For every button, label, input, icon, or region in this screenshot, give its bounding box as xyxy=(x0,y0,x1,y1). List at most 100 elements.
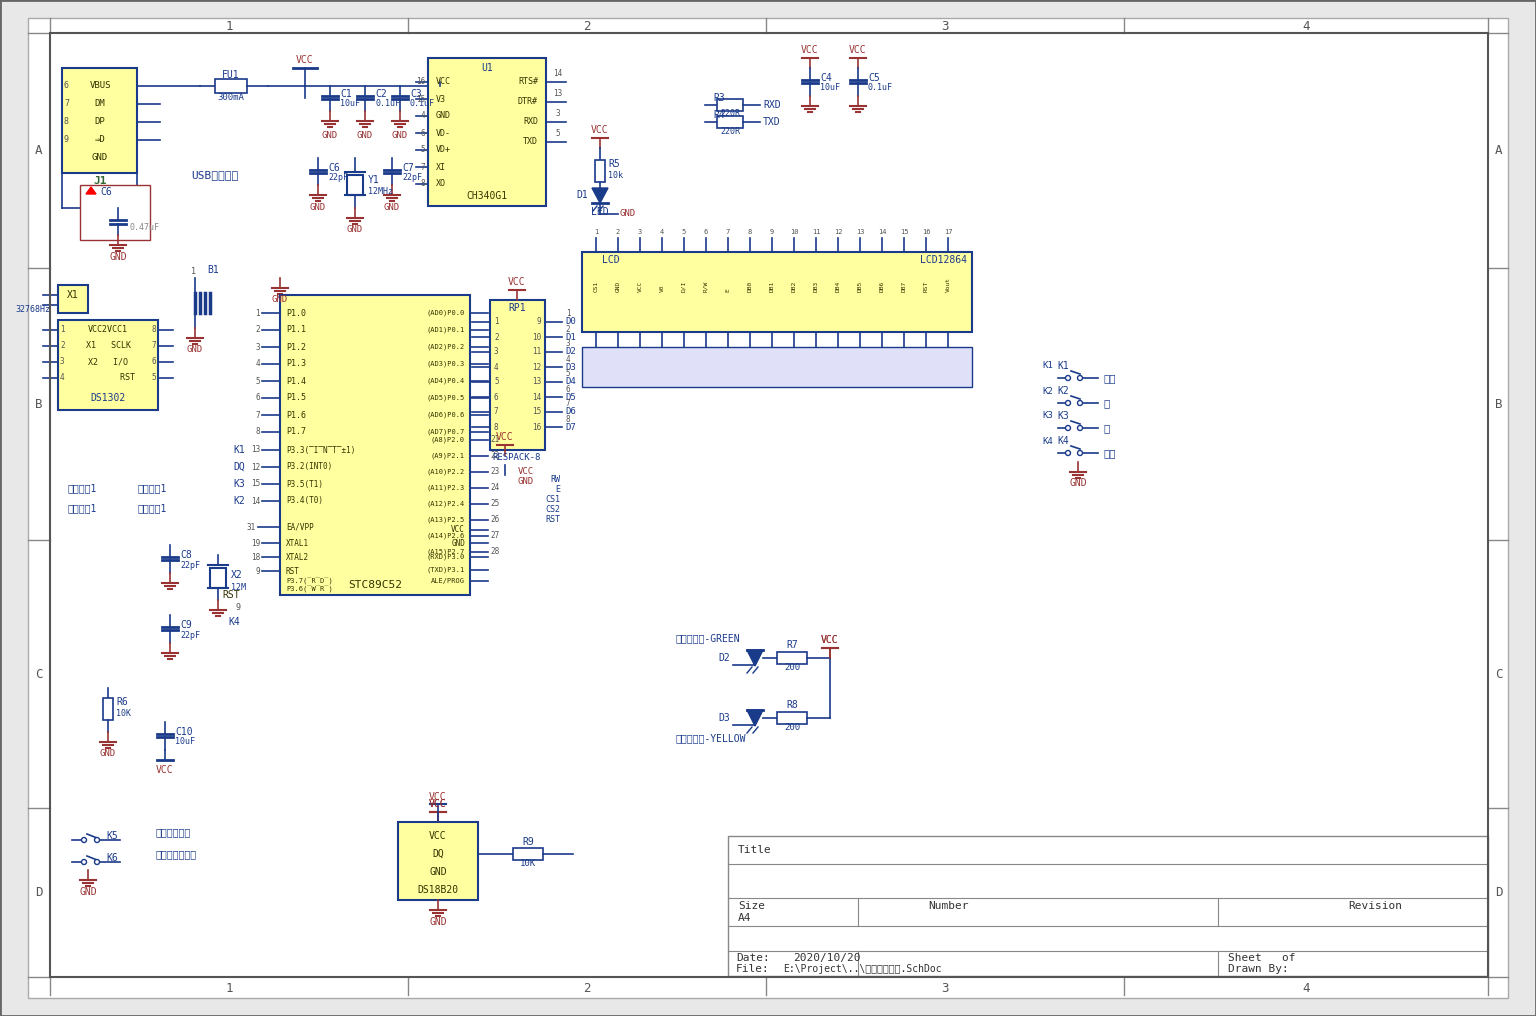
Text: CS2: CS2 xyxy=(545,506,561,514)
Text: 12MHz: 12MHz xyxy=(369,188,393,196)
Text: 22pF: 22pF xyxy=(180,561,200,570)
Text: P1.4: P1.4 xyxy=(286,377,306,385)
Text: D: D xyxy=(1495,886,1502,898)
Text: RST: RST xyxy=(923,280,928,292)
Text: LCD: LCD xyxy=(602,255,619,265)
Text: XO: XO xyxy=(436,180,445,189)
Text: 13: 13 xyxy=(531,378,541,386)
Text: Revision: Revision xyxy=(1349,901,1402,911)
Text: VCC: VCC xyxy=(637,280,642,292)
Bar xyxy=(777,652,806,664)
Circle shape xyxy=(1077,400,1083,405)
Text: P1.7: P1.7 xyxy=(286,428,306,437)
Text: ALE/PROG: ALE/PROG xyxy=(432,578,465,584)
Text: R5: R5 xyxy=(608,158,619,169)
Text: E: E xyxy=(554,486,561,495)
Text: DB1: DB1 xyxy=(770,280,774,292)
Text: 公交车信息显示: 公交车信息显示 xyxy=(155,849,197,859)
Circle shape xyxy=(95,860,100,865)
Text: K4: K4 xyxy=(1057,436,1069,446)
Text: DP: DP xyxy=(95,118,106,127)
Text: 12: 12 xyxy=(250,462,260,471)
Text: R/W: R/W xyxy=(703,280,708,292)
Text: 5: 5 xyxy=(255,377,260,385)
Text: ⇒D: ⇒D xyxy=(95,135,106,144)
Text: 27: 27 xyxy=(490,531,499,541)
Text: DB0: DB0 xyxy=(748,280,753,292)
Text: P3.6(̅W̅R̅): P3.6(̅W̅R̅) xyxy=(286,585,333,592)
Text: 11: 11 xyxy=(811,229,820,235)
Text: (RXD)P3.0: (RXD)P3.0 xyxy=(427,554,465,560)
Text: 10: 10 xyxy=(790,229,799,235)
Text: 2: 2 xyxy=(616,229,621,235)
Text: 7: 7 xyxy=(495,407,499,417)
Text: P3.4(T0): P3.4(T0) xyxy=(286,497,323,506)
Text: (TXD)P3.1: (TXD)P3.1 xyxy=(427,567,465,573)
Text: DTR#: DTR# xyxy=(518,98,538,107)
Text: VCC: VCC xyxy=(157,765,174,775)
Text: P3.3(̅I̅N̅T̅±1): P3.3(̅I̅N̅T̅±1) xyxy=(286,445,355,454)
Text: 上行指示灯-YELLOW: 上行指示灯-YELLOW xyxy=(674,733,745,743)
Text: VCC: VCC xyxy=(429,799,447,809)
Text: K3: K3 xyxy=(233,479,246,489)
Text: STC89C52: STC89C52 xyxy=(349,580,402,590)
Text: 7: 7 xyxy=(565,399,570,408)
Text: VCC2VCC1: VCC2VCC1 xyxy=(88,325,127,334)
Text: D3: D3 xyxy=(719,713,730,723)
Text: RST: RST xyxy=(286,567,300,575)
Text: 选择: 选择 xyxy=(1103,373,1115,383)
Text: 6: 6 xyxy=(703,229,708,235)
Text: C4: C4 xyxy=(820,73,833,83)
Bar xyxy=(594,160,605,182)
Bar xyxy=(429,58,545,206)
Text: 4: 4 xyxy=(421,112,425,121)
Text: U1: U1 xyxy=(481,63,493,73)
Text: VCC: VCC xyxy=(436,77,452,86)
Text: (AD2)P0.2: (AD2)P0.2 xyxy=(427,343,465,351)
Circle shape xyxy=(1066,400,1071,405)
Text: 220R: 220R xyxy=(720,127,740,135)
Text: 28: 28 xyxy=(490,548,499,557)
Text: Y1: Y1 xyxy=(369,175,379,185)
Text: 减: 减 xyxy=(1103,423,1109,433)
Text: TXD: TXD xyxy=(763,117,780,127)
Text: CH340G1: CH340G1 xyxy=(467,191,507,201)
Text: DB6: DB6 xyxy=(880,280,885,292)
Text: 4: 4 xyxy=(255,360,260,369)
Text: DB2: DB2 xyxy=(791,280,797,292)
Text: C10: C10 xyxy=(175,727,192,737)
Bar xyxy=(215,79,247,93)
Text: 1: 1 xyxy=(565,310,570,318)
Text: 4: 4 xyxy=(60,374,65,382)
Text: 3: 3 xyxy=(495,347,499,357)
Text: 16: 16 xyxy=(531,423,541,432)
Text: K1: K1 xyxy=(233,445,246,455)
Text: (A8)P2.0: (A8)P2.0 xyxy=(432,437,465,443)
Text: (A11)P2.3: (A11)P2.3 xyxy=(427,485,465,492)
Text: P1.1: P1.1 xyxy=(286,325,306,334)
Text: 22pF: 22pF xyxy=(402,174,422,183)
Text: Number: Number xyxy=(928,901,969,911)
Text: C5: C5 xyxy=(868,73,880,83)
Text: 6: 6 xyxy=(152,358,157,367)
Text: GND: GND xyxy=(347,226,362,235)
Text: 8: 8 xyxy=(65,118,69,127)
Text: D0: D0 xyxy=(565,317,576,326)
Text: K6: K6 xyxy=(106,853,118,863)
Text: K2: K2 xyxy=(233,496,246,506)
Text: DS18B20: DS18B20 xyxy=(418,885,459,895)
Text: 26: 26 xyxy=(490,515,499,524)
Text: B1: B1 xyxy=(207,265,218,275)
Text: 17: 17 xyxy=(943,229,952,235)
Text: 5: 5 xyxy=(421,145,425,154)
Text: (AD4)P0.4: (AD4)P0.4 xyxy=(427,378,465,384)
Text: XTAL1: XTAL1 xyxy=(286,538,309,548)
Text: 22: 22 xyxy=(490,451,499,460)
Text: DQ: DQ xyxy=(432,849,444,859)
Text: DB7: DB7 xyxy=(902,280,906,292)
Text: 220R: 220R xyxy=(720,110,740,119)
Text: K1: K1 xyxy=(1057,361,1069,371)
Text: 200: 200 xyxy=(783,722,800,732)
Polygon shape xyxy=(746,710,763,726)
Text: VCC: VCC xyxy=(822,635,839,645)
